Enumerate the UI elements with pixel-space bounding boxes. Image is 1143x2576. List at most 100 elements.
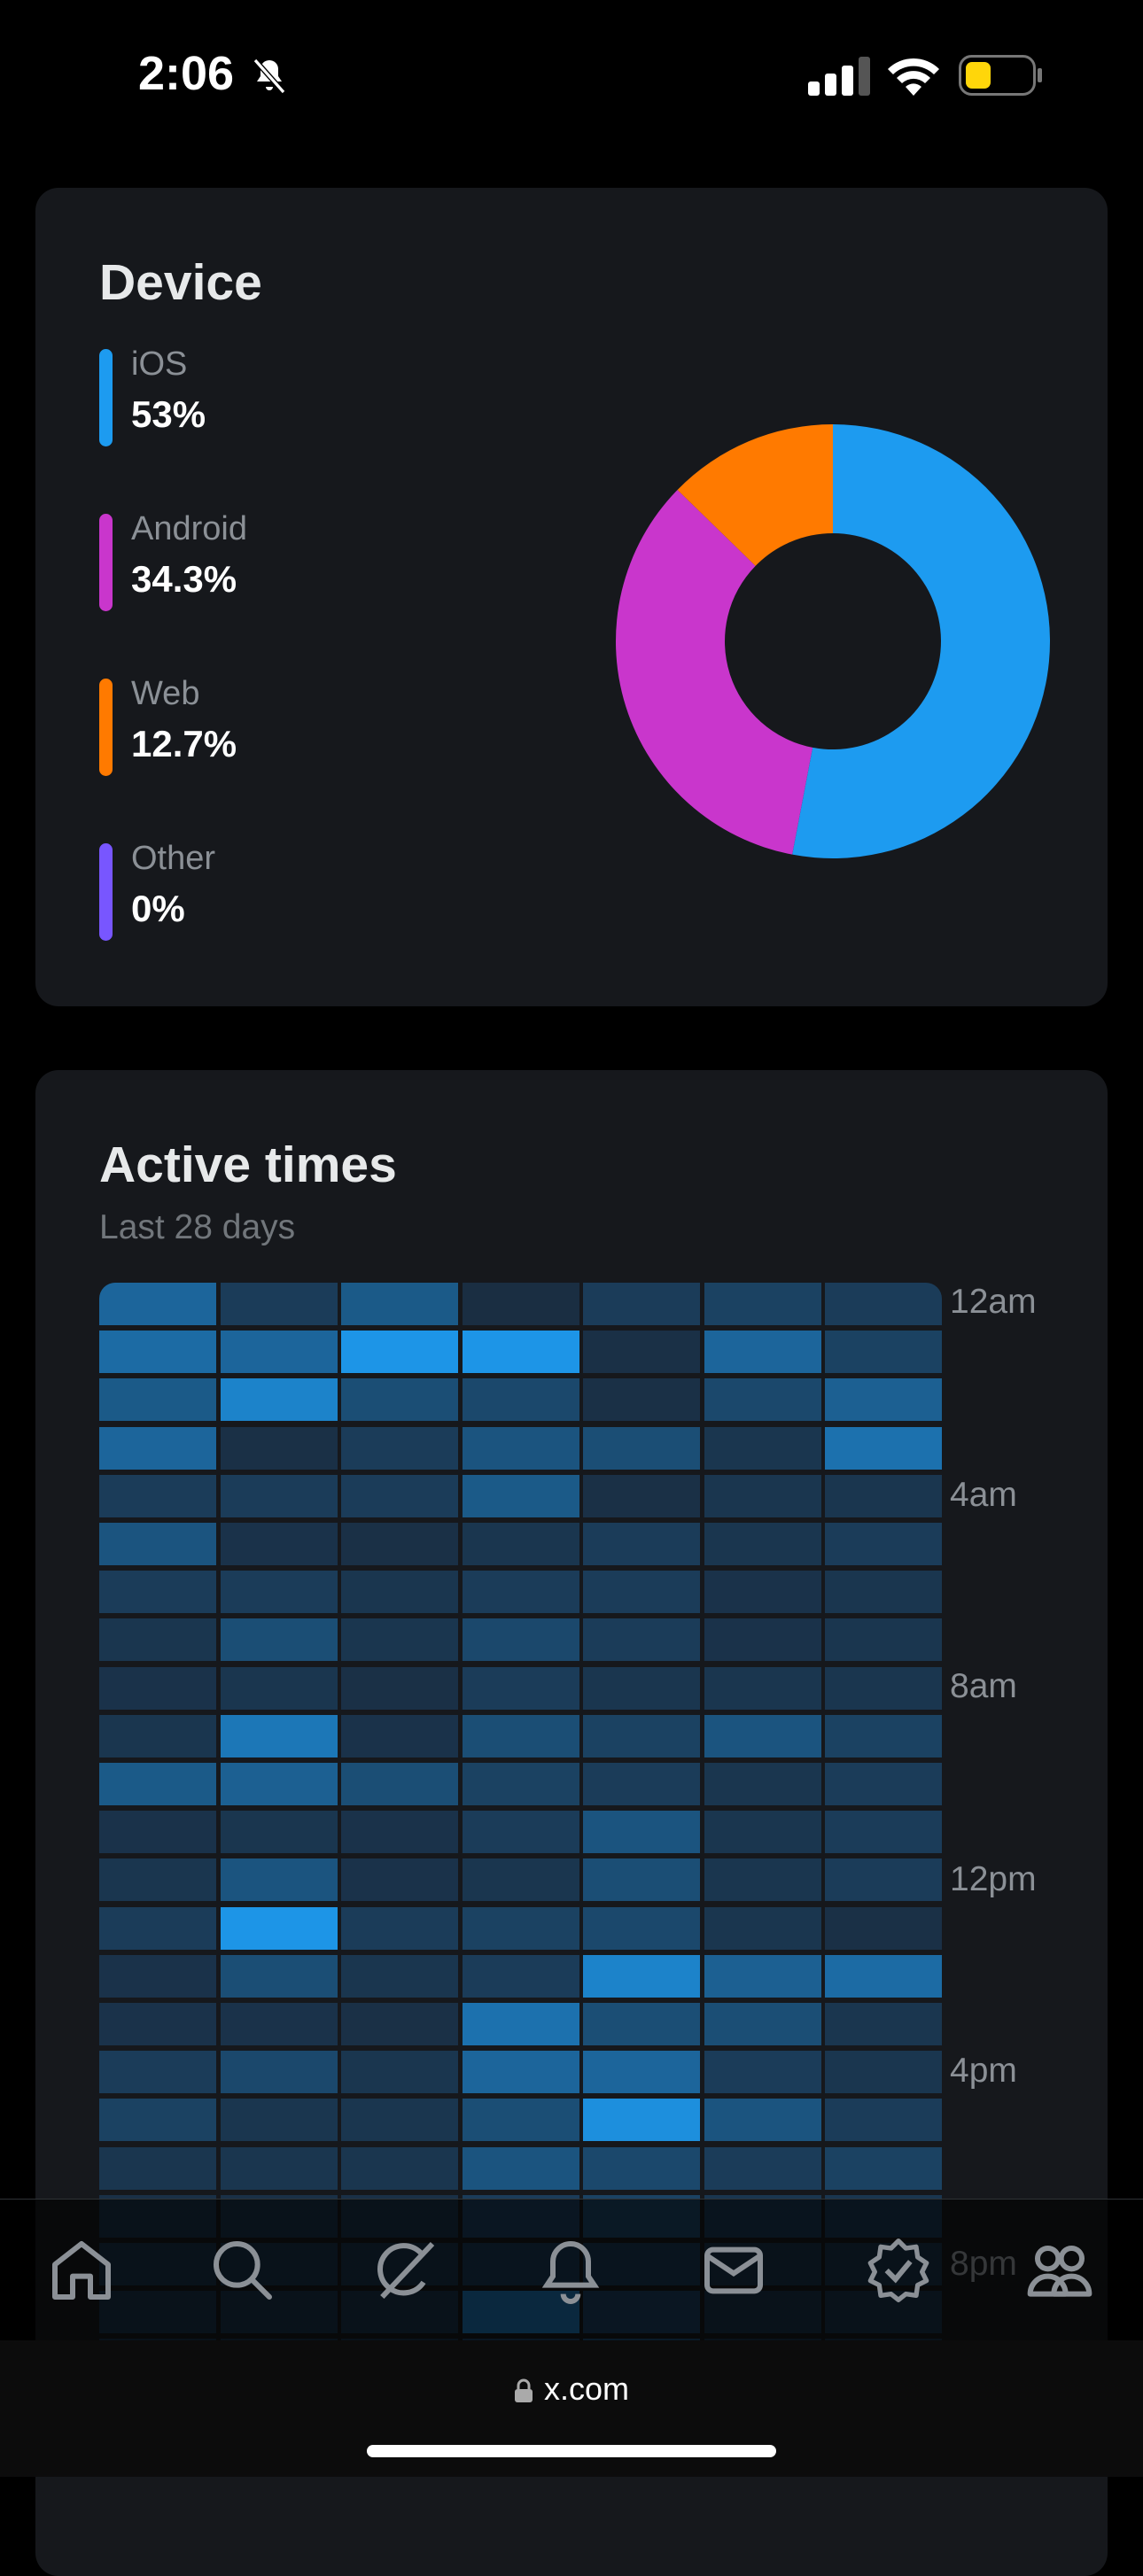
cellular-signal-icon bbox=[808, 57, 870, 96]
heatmap-cell bbox=[99, 1523, 216, 1565]
legend-color-bar bbox=[99, 514, 113, 611]
heatmap-cell bbox=[462, 1714, 579, 1757]
heatmap-cell bbox=[704, 1474, 821, 1517]
heatmap-cell bbox=[704, 1811, 821, 1854]
hour-label: 4pm bbox=[950, 2052, 1017, 2090]
heatmap-cell bbox=[99, 1666, 216, 1710]
notifications-icon[interactable] bbox=[535, 2235, 606, 2306]
heatmap-cell bbox=[341, 1378, 458, 1422]
heatmap-cell bbox=[583, 1906, 700, 1950]
heatmap-cell bbox=[462, 1523, 579, 1565]
verified-icon[interactable] bbox=[863, 2235, 934, 2306]
heatmap-cell bbox=[583, 2099, 700, 2142]
heatmap-cell bbox=[825, 1523, 942, 1565]
heatmap-cell bbox=[583, 1426, 700, 1470]
heatmap-cell bbox=[99, 1811, 216, 1854]
heatmap-row bbox=[99, 1714, 942, 1757]
status-bar: 2:06 bbox=[0, 0, 1143, 151]
legend-label: Web bbox=[131, 675, 200, 712]
heatmap-cell bbox=[220, 1763, 338, 1805]
heatmap-row bbox=[99, 2146, 942, 2190]
heatmap-cell bbox=[341, 1954, 458, 1998]
communities-icon[interactable] bbox=[1024, 2235, 1095, 2306]
heatmap-cell bbox=[341, 1331, 458, 1374]
heatmap-cell bbox=[825, 1811, 942, 1854]
heatmap-cell bbox=[99, 1378, 216, 1422]
heatmap-cell bbox=[462, 1283, 579, 1325]
heatmap-row bbox=[99, 1523, 942, 1565]
messages-icon[interactable] bbox=[698, 2235, 769, 2306]
legend-color-bar bbox=[99, 843, 113, 941]
heatmap-row bbox=[99, 2051, 942, 2094]
heatmap-cell bbox=[825, 1571, 942, 1614]
heatmap-cell bbox=[825, 1906, 942, 1950]
heatmap-cell bbox=[220, 2099, 338, 2142]
heatmap-cell bbox=[341, 1571, 458, 1614]
heatmap-cell bbox=[825, 1331, 942, 1374]
heatmap-cell bbox=[825, 2051, 942, 2094]
heatmap-cell bbox=[825, 2099, 942, 2142]
active-times-title: Active times bbox=[99, 1137, 397, 1193]
heatmap-cell bbox=[704, 1763, 821, 1805]
heatmap-row bbox=[99, 1954, 942, 1998]
search-icon[interactable] bbox=[207, 2235, 278, 2306]
legend-value: 53% bbox=[131, 393, 206, 435]
heatmap-cell bbox=[341, 1858, 458, 1902]
heatmap-cell bbox=[825, 1666, 942, 1710]
browser-url-bar: x.com bbox=[0, 2340, 1143, 2477]
heatmap-cell bbox=[220, 1811, 338, 1854]
heatmap-cell bbox=[462, 1763, 579, 1805]
heatmap-cell bbox=[99, 2051, 216, 2094]
heatmap-cell bbox=[462, 1474, 579, 1517]
heatmap-cell bbox=[462, 1666, 579, 1710]
heatmap-row bbox=[99, 1906, 942, 1950]
heatmap-cell bbox=[583, 1571, 700, 1614]
hour-label: 12pm bbox=[950, 1860, 1037, 1898]
hour-label: 4am bbox=[950, 1476, 1017, 1514]
heatmap-row bbox=[99, 1331, 942, 1374]
heatmap-cell bbox=[583, 1666, 700, 1710]
heatmap-cell bbox=[341, 1618, 458, 1662]
heatmap-cell bbox=[704, 1666, 821, 1710]
heatmap-cell bbox=[220, 1571, 338, 1614]
heatmap-cell bbox=[341, 1426, 458, 1470]
heatmap-cell bbox=[825, 1283, 942, 1325]
heatmap-cell bbox=[704, 1571, 821, 1614]
heatmap-cell bbox=[462, 2051, 579, 2094]
heatmap-cell bbox=[341, 1283, 458, 1325]
url-display[interactable]: x.com bbox=[0, 2370, 1143, 2408]
heatmap-cell bbox=[99, 1571, 216, 1614]
heatmap-cell bbox=[341, 2003, 458, 2045]
heatmap-cell bbox=[220, 1714, 338, 1757]
lock-icon bbox=[514, 2379, 533, 2403]
bottom-tab-bar bbox=[0, 2199, 1143, 2341]
device-card-title: Device bbox=[99, 254, 262, 311]
heatmap-cell bbox=[462, 1858, 579, 1902]
heatmap-cell bbox=[220, 2146, 338, 2190]
heatmap-row bbox=[99, 1474, 942, 1517]
wifi-icon bbox=[888, 58, 939, 96]
heatmap-cell bbox=[341, 2099, 458, 2142]
heatmap-cell bbox=[341, 1906, 458, 1950]
home-indicator[interactable] bbox=[367, 2445, 776, 2457]
heatmap-row bbox=[99, 2003, 942, 2045]
heatmap-cell bbox=[704, 1331, 821, 1374]
active-times-subtitle: Last 28 days bbox=[99, 1208, 296, 1246]
heatmap-cell bbox=[99, 2146, 216, 2190]
heatmap-cell bbox=[220, 1906, 338, 1950]
heatmap-cell bbox=[99, 2099, 216, 2142]
heatmap-cell bbox=[99, 1858, 216, 1902]
heatmap-cell bbox=[704, 1378, 821, 1422]
heatmap-cell bbox=[341, 1811, 458, 1854]
grok-icon[interactable] bbox=[370, 2235, 441, 2306]
heatmap-cell bbox=[462, 1954, 579, 1998]
heatmap-cell bbox=[825, 2003, 942, 2045]
heatmap-cell bbox=[704, 1523, 821, 1565]
heatmap-cell bbox=[220, 1523, 338, 1565]
heatmap-cell bbox=[704, 1714, 821, 1757]
heatmap-cell bbox=[99, 1426, 216, 1470]
home-icon[interactable] bbox=[46, 2235, 117, 2306]
heatmap-cell bbox=[341, 1474, 458, 1517]
legend-value: 12.7% bbox=[131, 723, 237, 764]
legend-color-bar bbox=[99, 349, 113, 446]
